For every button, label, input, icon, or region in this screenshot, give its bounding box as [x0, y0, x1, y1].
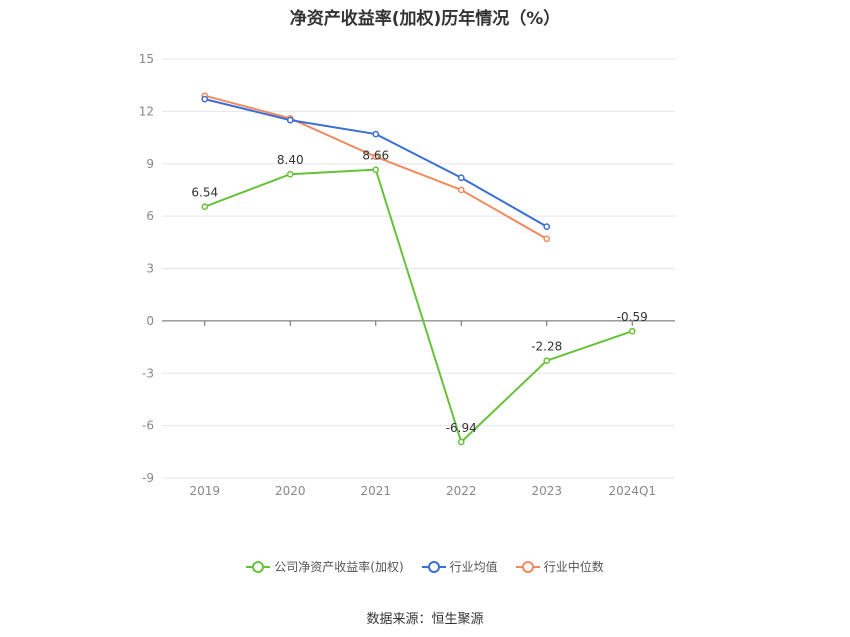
y-axis: 15 12 9 6 3 0 -3 -6 -9: [139, 52, 154, 485]
data-point: [201, 95, 209, 103]
legend: 公司净资产收益率(加权) 行业均值 行业中位数: [0, 558, 850, 575]
data-label: -0.59: [617, 310, 648, 324]
legend-label: 行业均值: [449, 560, 498, 574]
data-label: -2.28: [531, 340, 562, 354]
data-point: [543, 223, 551, 230]
data-point: [457, 174, 465, 182]
y-tick-label: 3: [146, 262, 154, 276]
data-point: [372, 153, 380, 161]
data-point: [457, 438, 465, 446]
legend-swatch-icon: [515, 560, 540, 574]
x-tick-label: 2022: [446, 484, 477, 498]
data-label: 8.40: [277, 153, 304, 167]
x-tick-label: 2024Q1: [608, 484, 656, 498]
y-tick-label: -6: [142, 419, 154, 433]
data-labels: 6.54 8.40 8.66 -6.94 -2.28 -0.59: [191, 149, 647, 435]
y-tick-label: 15: [139, 52, 154, 66]
legend-label: 行业中位数: [543, 560, 604, 574]
data-point: [457, 186, 465, 194]
data-point: [543, 357, 551, 365]
data-point: [628, 327, 636, 335]
data-point: [543, 235, 551, 243]
y-tick-label: -9: [142, 471, 154, 485]
y-tick-label: 6: [146, 209, 154, 223]
data-label: -6.94: [446, 421, 477, 435]
series-lines: [201, 92, 636, 446]
data-label: 6.54: [191, 186, 218, 200]
legend-swatch-icon: [421, 560, 446, 574]
y-tick-label: 0: [146, 314, 154, 328]
series-line: [204, 98, 548, 228]
data-point: [286, 116, 294, 124]
legend-item[interactable]: 行业中位数: [515, 558, 604, 575]
data-source: 数据来源：恒生聚源: [366, 612, 484, 627]
grid-lines: [162, 58, 675, 479]
chart-title: 净资产收益率(加权)历年情况（%）: [289, 9, 561, 29]
data-point: [372, 130, 380, 138]
legend-label: 公司净资产收益率(加权): [274, 560, 404, 574]
y-tick-label: 9: [146, 157, 154, 171]
data-point: [372, 166, 380, 174]
legend-item[interactable]: 公司净资产收益率(加权): [246, 558, 404, 575]
x-axis: 2019 2020 2021 2022 2023 2024Q1: [162, 320, 675, 498]
data-point: [286, 170, 294, 178]
x-tick-label: 2019: [189, 484, 220, 498]
legend-swatch-icon: [246, 560, 271, 574]
data-point: [201, 203, 209, 211]
x-tick-label: 2020: [275, 484, 306, 498]
y-tick-label: 12: [139, 104, 154, 118]
data-label: 8.66: [362, 149, 389, 163]
series-line: [204, 168, 633, 444]
x-tick-label: 2023: [531, 484, 562, 498]
legend-item[interactable]: 行业均值: [421, 558, 498, 575]
x-tick-label: 2021: [360, 484, 391, 498]
y-tick-label: -3: [142, 366, 154, 380]
